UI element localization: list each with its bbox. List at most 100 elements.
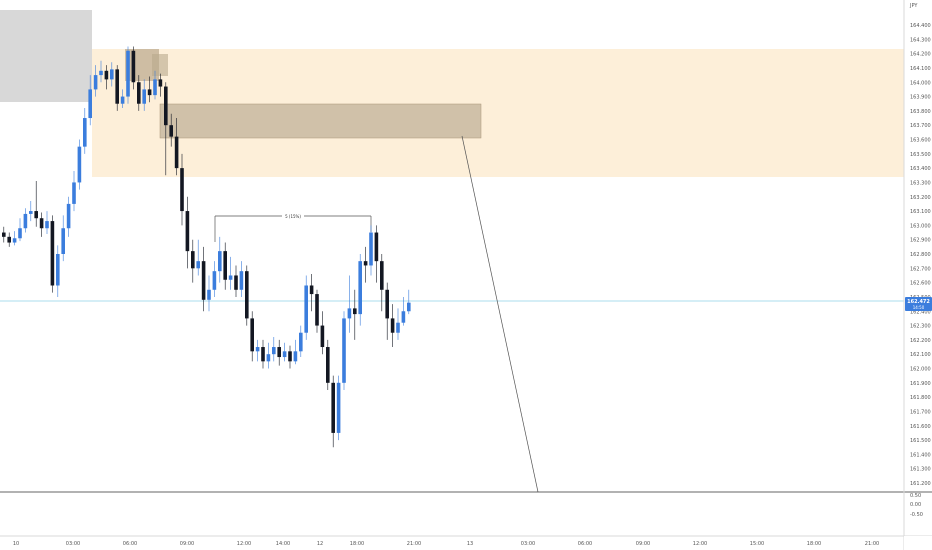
candle-body [234,275,238,290]
sub-pane-tick-label: -0.50 [910,512,923,518]
y-tick-label: 163.900 [910,95,931,101]
y-tick-label: 161.500 [910,438,931,444]
x-tick-label: 09:00 [636,541,650,547]
y-tick-label: 161.400 [910,452,931,458]
y-tick-label: 161.600 [910,424,931,430]
candle-body [110,69,114,80]
y-axis-ticks: 164.400 164.300 164.200 164.100 164.000 163.9… [910,23,931,487]
y-tick-label: 162.300 [910,324,931,330]
candle-body [23,213,28,229]
candle-body [201,261,206,300]
candle-body [369,232,373,266]
candle-body [407,302,411,312]
candle-body [158,79,163,87]
x-tick-label: 15:00 [750,541,764,547]
candle-body [2,232,6,237]
candle-body [396,322,400,333]
candle-body [239,271,244,290]
candle-body [207,289,211,300]
y-tick-label: 161.900 [910,381,931,387]
candle-body [277,347,281,358]
candle-body [180,168,184,212]
x-tick-label: 03:00 [521,541,535,547]
candle-body [169,125,173,137]
candle-body [304,285,308,333]
y-tick-label: 162.900 [910,238,931,244]
candle-body [299,332,303,352]
corner-box[interactable] [904,536,932,550]
candle-body [185,211,190,252]
candle-body [196,261,200,269]
y-tick-label: 163.700 [910,123,931,129]
y-tick-label: 161.800 [910,395,931,401]
y-tick-label: 164.100 [910,66,931,72]
countdown-value: 14:50 [913,305,925,310]
candle-body [174,136,179,169]
candle-body [88,89,92,119]
candle-body [401,311,406,323]
candle-body [191,251,195,269]
x-tick-label: 21:00 [865,541,879,547]
candle-body [218,251,222,272]
candle-body [93,75,98,90]
candle-body [293,351,298,362]
y-tick-label: 163.400 [910,166,931,172]
y-tick-label: 163.600 [910,138,931,144]
candle-body [104,70,109,80]
y-tick-label: 162.700 [910,266,931,272]
candle-body [153,79,157,96]
candle-body [282,351,287,358]
sub-pane-tick-label: 0.50 [910,493,921,499]
candle-body [147,89,152,96]
y-tick-label: 163.200 [910,195,931,201]
symbol-label: JPY [909,3,918,9]
candle-body [245,271,249,319]
candle-body [272,347,276,355]
candle-body [385,289,389,319]
sub-pane-ticks: 0.50 0.00 -0.50 [910,493,923,518]
candle-body [266,354,271,362]
measure-tool[interactable]: 5 (15%) [214,213,372,242]
candle-body [72,182,76,204]
y-tick-label: 161.300 [910,467,931,473]
y-tick-label: 164.400 [910,23,931,29]
candle-body [342,318,346,383]
candle-body [326,347,330,383]
candle-body [288,351,292,362]
candle-body [331,382,335,433]
candle-body [61,228,65,254]
x-tick-label: 14:00 [276,541,290,547]
y-tick-label: 163.100 [910,209,931,215]
candle-body [164,86,168,126]
candle-body [390,318,395,333]
last-price-tag: 162.472 14:50 [905,297,932,311]
candle-body [228,275,233,280]
candle-body [56,254,60,286]
candle-body [12,238,17,243]
candle-body [261,347,265,362]
candle-body [212,271,217,290]
y-tick-label: 162.600 [910,281,931,287]
candle-body [320,325,325,348]
candle-body [250,318,254,352]
candle-body [336,382,341,433]
candle-body [353,308,357,315]
y-tick-label: 162.200 [910,338,931,344]
y-tick-label: 164.200 [910,52,931,58]
candles [2,46,411,448]
candle-body [29,211,33,214]
candle-body [7,236,11,243]
candle-body [66,203,71,229]
projection-line[interactable] [461,135,539,493]
candle-body [45,221,49,229]
x-tick-label: 09:00 [180,541,194,547]
candle-body [77,146,82,183]
x-tick-label: 21:00 [407,541,421,547]
last-price-value: 162.472 [907,299,930,305]
candle-body [223,251,227,280]
y-tick-label: 163.000 [910,223,931,229]
candle-body [380,261,384,290]
x-tick-label: 18:00 [350,541,364,547]
candle-body [18,228,22,239]
order-block-brown [159,103,482,139]
